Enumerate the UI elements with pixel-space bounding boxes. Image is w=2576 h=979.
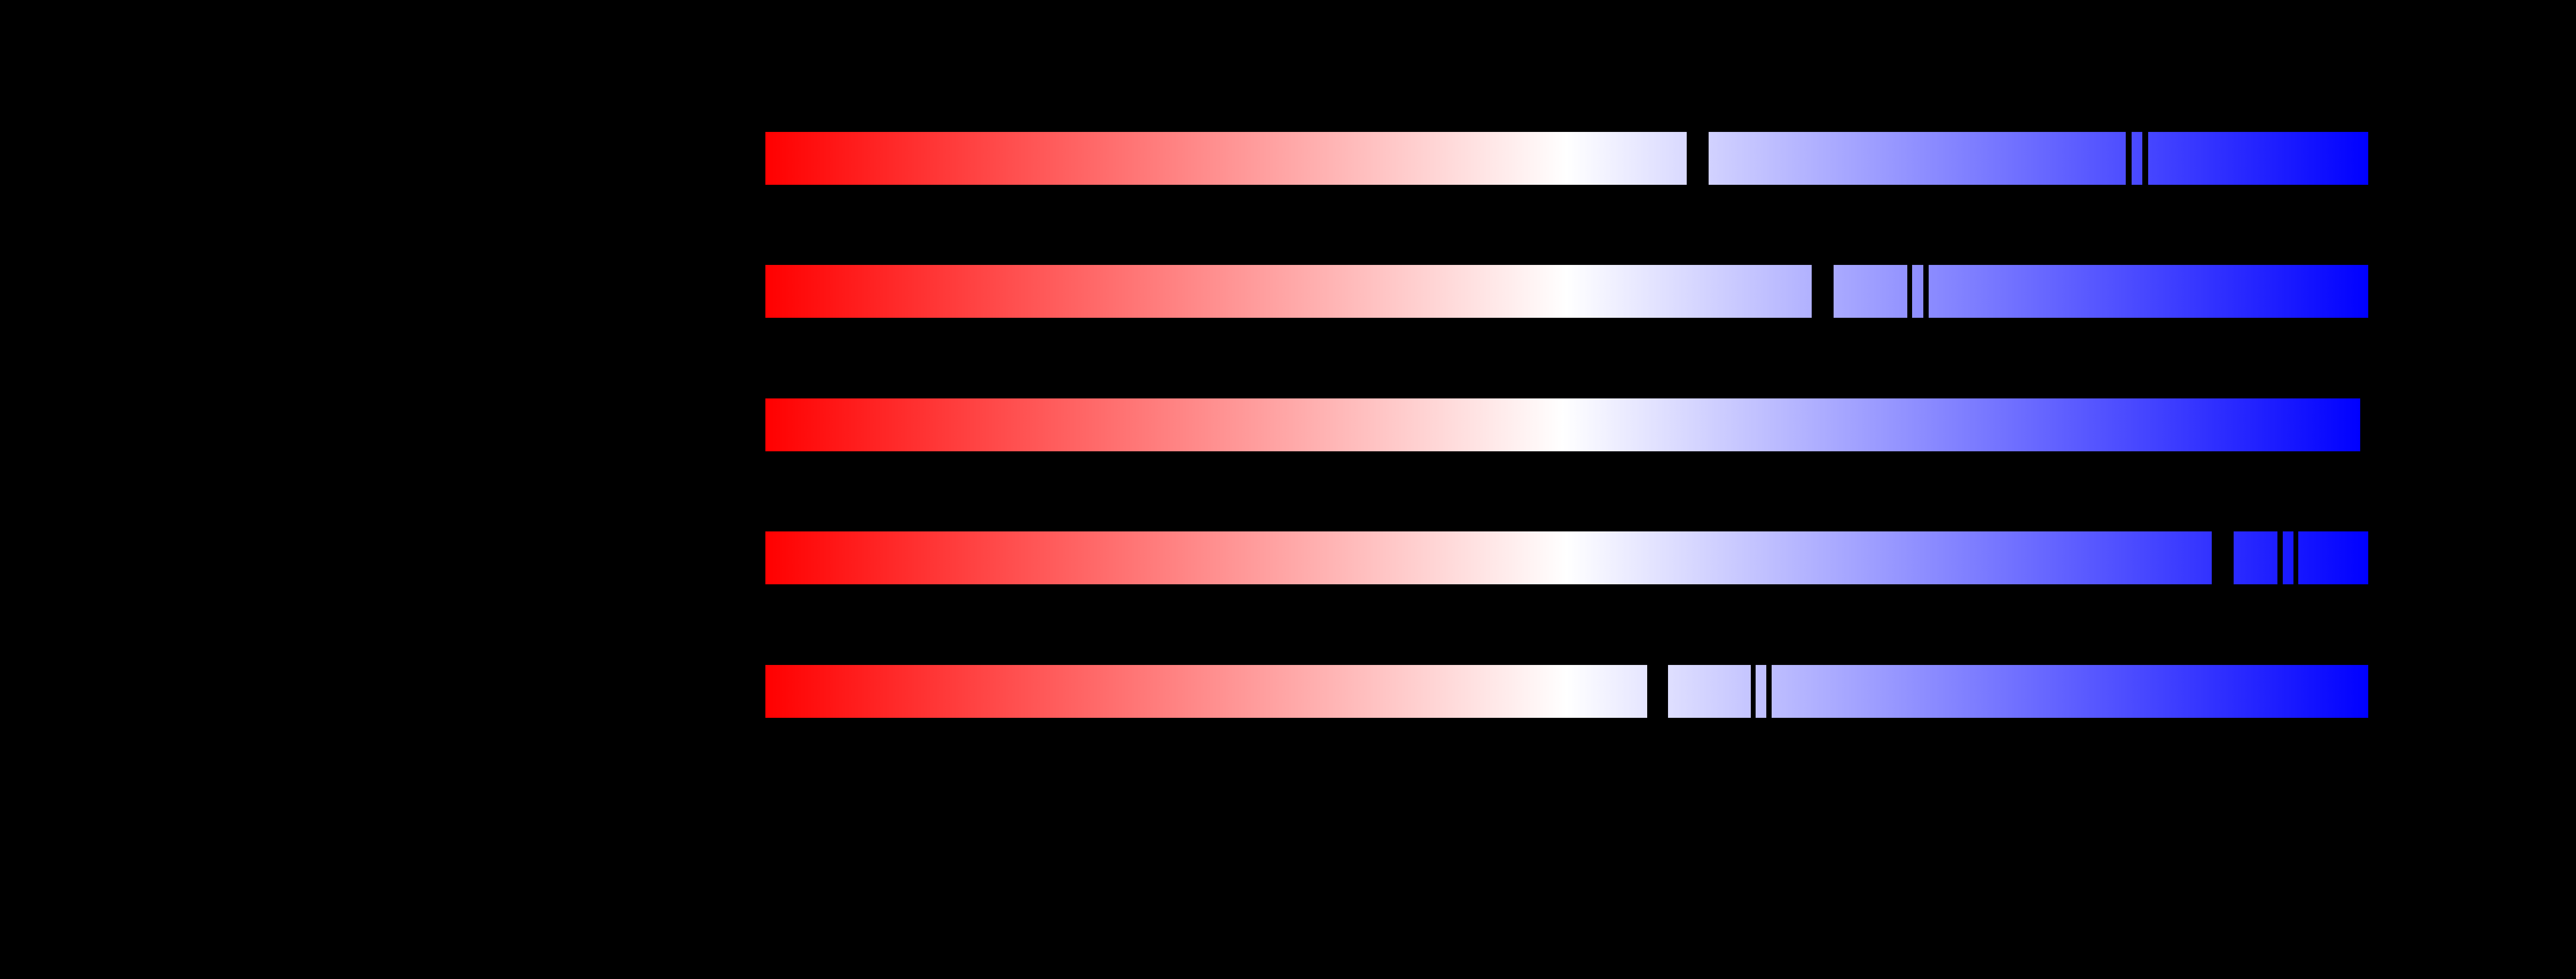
marker-tick	[2142, 132, 2148, 185]
marker-tick	[1751, 665, 1756, 718]
marker-tick	[2126, 132, 2132, 185]
gradient-bar-row-3	[765, 398, 2360, 451]
marker-tick	[2212, 531, 2234, 584]
gradient-bar-row-2	[765, 265, 2368, 318]
marker-tick	[1687, 132, 1709, 185]
marker-tick	[1647, 665, 1668, 718]
marker-tick	[1812, 265, 1834, 318]
gradient-bar-row-4	[765, 531, 2368, 584]
marker-tick	[1923, 265, 1929, 318]
gradient-bar-row-5	[765, 665, 2368, 718]
marker-tick	[2293, 531, 2298, 584]
marker-tick	[2277, 531, 2283, 584]
gradient-bar-row-1	[765, 132, 2368, 185]
marker-tick	[1907, 265, 1912, 318]
marker-tick	[1766, 665, 1772, 718]
